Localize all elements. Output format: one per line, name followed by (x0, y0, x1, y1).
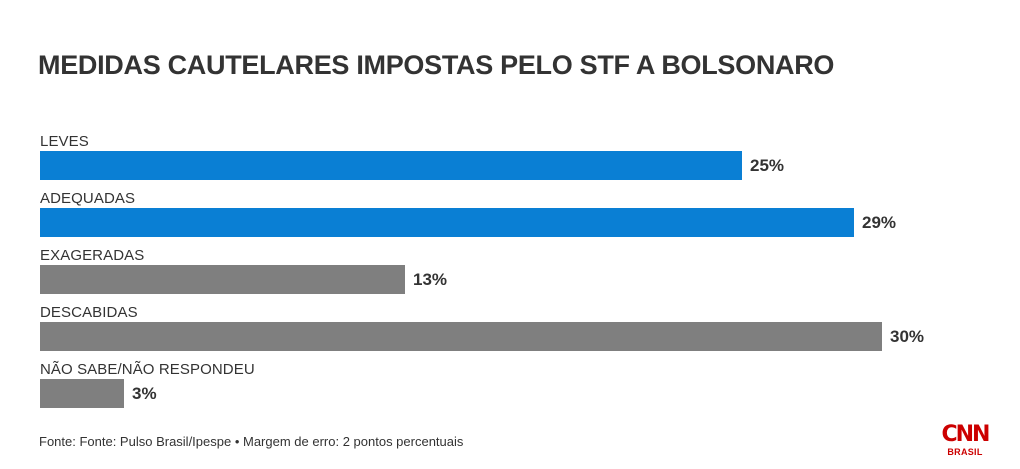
bar (40, 151, 742, 180)
bar (40, 265, 405, 294)
category-label: ADEQUADAS (40, 190, 136, 207)
value-label: 13% (413, 270, 448, 289)
bar (40, 208, 854, 237)
cnn-brasil-logo: CNN BRASIL (940, 422, 991, 459)
logo-subtitle: BRASIL (947, 447, 983, 457)
source-note: Fonte: Fonte: Pulso Brasil/Ipespe • Marg… (39, 434, 464, 449)
category-label: EXAGERADAS (40, 247, 145, 264)
value-label: 3% (132, 384, 157, 403)
category-label: NÃO SABE/NÃO RESPONDEU (40, 361, 255, 378)
logo-mark: CNN (941, 422, 991, 447)
bar (40, 322, 882, 351)
value-label: 29% (862, 213, 897, 232)
category-label: DESCABIDAS (40, 304, 138, 321)
category-label: LEVES (40, 133, 89, 150)
chart-title: MEDIDAS CAUTELARES IMPOSTAS PELO STF A B… (38, 50, 835, 80)
value-label: 25% (750, 156, 785, 175)
value-label: 30% (890, 327, 925, 346)
bar (40, 379, 124, 408)
